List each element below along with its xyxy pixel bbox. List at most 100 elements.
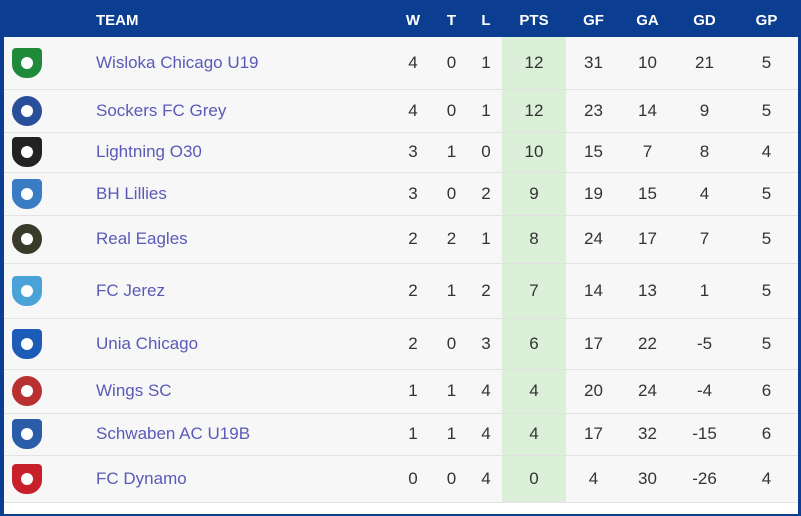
losses-value: 1 (470, 215, 502, 264)
lightning-crest-icon[interactable] (12, 137, 42, 167)
points-value: 10 (502, 132, 566, 173)
team-name-link[interactable]: Schwaben AC U19B (88, 413, 393, 456)
ties-value: 0 (433, 172, 470, 216)
wings-crest-icon[interactable] (12, 376, 42, 406)
losses-value: 4 (470, 413, 502, 456)
losses-value: 3 (470, 318, 502, 370)
table-row: BH Lillies 3 0 2 9 19 15 4 5 (4, 172, 798, 216)
points-value: 9 (502, 172, 566, 216)
goals-against-value: 24 (621, 369, 674, 414)
team-name-link[interactable]: Wisloka Chicago U19 (88, 37, 393, 90)
header-ties[interactable]: T (446, 12, 457, 29)
wins-value: 2 (393, 263, 433, 319)
schwaben-crest-icon[interactable] (12, 419, 42, 449)
points-value: 6 (502, 318, 566, 370)
losses-value: 4 (470, 369, 502, 414)
table-row: Unia Chicago 2 0 3 6 17 22 -5 5 (4, 318, 798, 370)
team-name-link[interactable]: Lightning O30 (88, 132, 393, 173)
games-played-value: 6 (735, 369, 798, 414)
ties-value: 0 (433, 455, 470, 503)
games-played-value: 4 (735, 132, 798, 173)
team-logo-cell (4, 413, 88, 456)
team-logo-cell (4, 89, 88, 133)
games-played-value: 5 (735, 263, 798, 319)
header-games-played[interactable]: GP (755, 12, 778, 29)
wisloka-crest-icon[interactable] (12, 47, 42, 78)
table-row: Schwaben AC U19B 1 1 4 4 17 32 -15 6 (4, 413, 798, 456)
goals-against-value: 7 (621, 132, 674, 173)
goal-difference-value: -15 (674, 413, 735, 456)
ties-value: 1 (433, 263, 470, 319)
team-name-link[interactable]: BH Lillies (88, 172, 393, 216)
team-logo-cell (4, 318, 88, 370)
points-value: 12 (502, 89, 566, 133)
header-goals-against[interactable]: GA (636, 12, 659, 29)
losses-value: 4 (470, 455, 502, 503)
goals-for-value: 20 (566, 369, 621, 414)
goals-against-value: 17 (621, 215, 674, 264)
goals-for-value: 15 (566, 132, 621, 173)
goal-difference-value: 21 (674, 37, 735, 90)
games-played-value: 5 (735, 172, 798, 216)
standings-panel: TEAM W T L PTS GF GA GD GP Wisloka Chica… (3, 3, 799, 515)
team-name-link[interactable]: Sockers FC Grey (88, 89, 393, 133)
goals-against-value: 15 (621, 172, 674, 216)
wins-value: 4 (393, 89, 433, 133)
ties-value: 0 (433, 318, 470, 370)
wins-value: 3 (393, 132, 433, 173)
team-name-link[interactable]: Wings SC (88, 369, 393, 414)
table-header-row: TEAM W T L PTS GF GA GD GP (4, 4, 798, 37)
header-wins[interactable]: W (405, 12, 421, 29)
header-losses[interactable]: L (481, 12, 491, 29)
header-goal-difference[interactable]: GD (693, 12, 716, 29)
points-value: 8 (502, 215, 566, 264)
games-played-value: 6 (735, 413, 798, 456)
lillies-crest-icon[interactable] (12, 178, 42, 209)
team-logo-cell (4, 172, 88, 216)
sockers-crest-icon[interactable] (12, 95, 42, 126)
goals-for-value: 14 (566, 263, 621, 319)
unia-crest-icon[interactable] (12, 328, 42, 359)
table-row: Sockers FC Grey 4 0 1 12 23 14 9 5 (4, 89, 798, 133)
header-points[interactable]: PTS (502, 4, 566, 37)
jerez-crest-icon[interactable] (12, 275, 42, 306)
standings-table: TEAM W T L PTS GF GA GD GP Wisloka Chica… (4, 4, 798, 503)
goals-for-value: 23 (566, 89, 621, 133)
goals-for-value: 24 (566, 215, 621, 264)
team-logo-cell (4, 369, 88, 414)
team-name-link[interactable]: FC Jerez (88, 263, 393, 319)
points-value: 7 (502, 263, 566, 319)
team-name-link[interactable]: Real Eagles (88, 215, 393, 264)
goal-difference-value: 1 (674, 263, 735, 319)
team-logo-cell (4, 215, 88, 264)
goal-difference-value: -4 (674, 369, 735, 414)
wins-value: 4 (393, 37, 433, 90)
table-row: Wings SC 1 1 4 4 20 24 -4 6 (4, 369, 798, 414)
dynamo-crest-icon[interactable] (12, 463, 42, 494)
team-logo-cell (4, 455, 88, 503)
goals-for-value: 17 (566, 413, 621, 456)
team-name-link[interactable]: FC Dynamo (88, 455, 393, 503)
goal-difference-value: -5 (674, 318, 735, 370)
wins-value: 1 (393, 413, 433, 456)
table-row: FC Jerez 2 1 2 7 14 13 1 5 (4, 263, 798, 319)
points-value: 4 (502, 369, 566, 414)
games-played-value: 5 (735, 37, 798, 90)
points-value: 0 (502, 455, 566, 503)
goals-against-value: 22 (621, 318, 674, 370)
wins-value: 2 (393, 215, 433, 264)
games-played-value: 5 (735, 89, 798, 133)
header-team[interactable]: TEAM (96, 12, 139, 29)
goals-for-value: 4 (566, 455, 621, 503)
goal-difference-value: 7 (674, 215, 735, 264)
team-logo-cell (4, 37, 88, 90)
goals-against-value: 14 (621, 89, 674, 133)
goals-against-value: 13 (621, 263, 674, 319)
header-goals-for[interactable]: GF (583, 12, 604, 29)
team-name-link[interactable]: Unia Chicago (88, 318, 393, 370)
games-played-value: 5 (735, 318, 798, 370)
points-value: 12 (502, 37, 566, 90)
table-row: Lightning O30 3 1 0 10 15 7 8 4 (4, 132, 798, 173)
ties-value: 0 (433, 37, 470, 90)
eagles-crest-icon[interactable] (12, 224, 42, 254)
